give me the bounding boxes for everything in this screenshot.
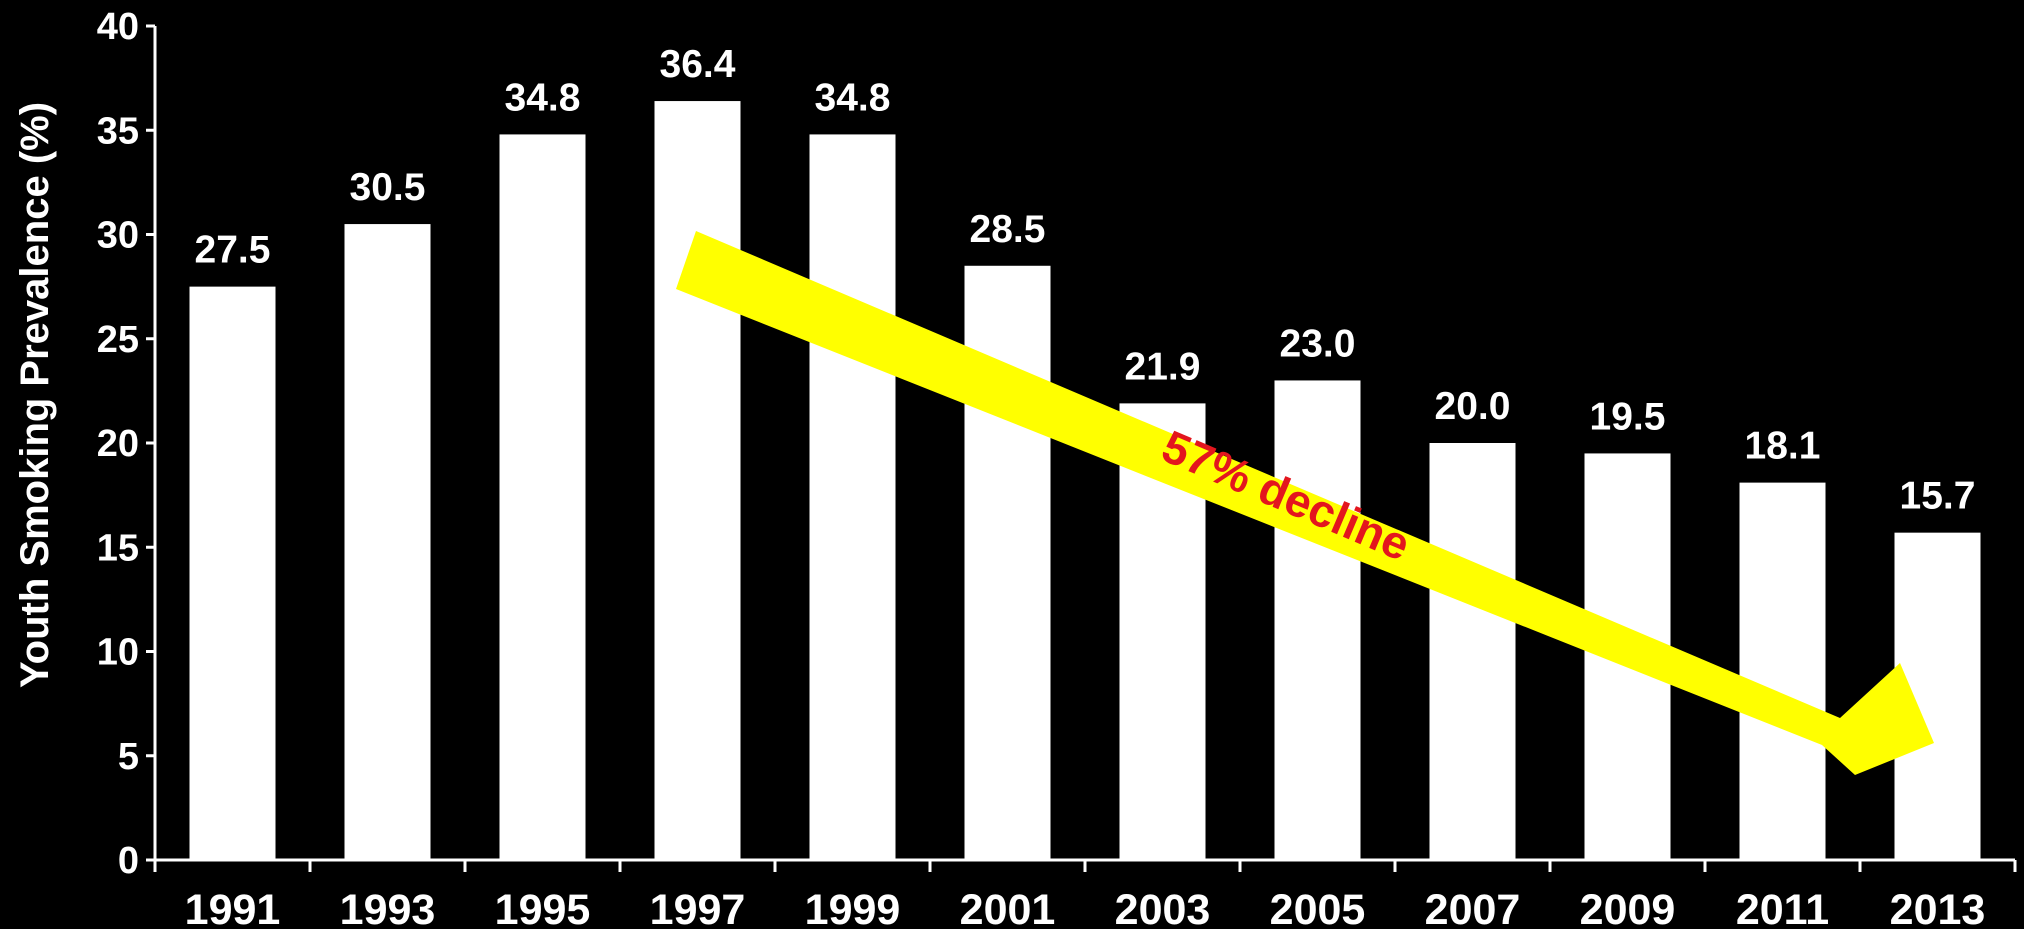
data-label-2007: 20.0 [1435, 385, 1511, 428]
data-label-2001: 28.5 [970, 208, 1046, 251]
y-tick-label: 0 [118, 840, 139, 882]
bars-group: 27.5 30.5 34.8 36.4 34.8 28.5 21.9 23.0 20.0 19.5… [189, 43, 1981, 861]
x-axis: 1991 1993 1995 1997 1999 2001 2003 2005 2007 2009… [153, 858, 2017, 929]
bar-2007 [1429, 443, 1516, 860]
y-tick-label: 30 [97, 215, 139, 257]
y-tick-label: 25 [97, 319, 139, 361]
x-tick-label-2001: 2001 [960, 886, 1056, 929]
bar-1993 [344, 224, 431, 860]
x-tick-label-1995: 1995 [495, 886, 591, 929]
x-tick-label-1997: 1997 [650, 886, 746, 929]
data-label-1993: 30.5 [350, 166, 426, 209]
x-tick-label-2013: 2013 [1890, 886, 1986, 929]
bar-2005 [1274, 380, 1361, 860]
data-label-1997: 36.4 [660, 43, 736, 86]
y-tick-label: 15 [97, 527, 139, 569]
data-label-2011: 18.1 [1745, 425, 1821, 468]
data-label-1995: 34.8 [505, 76, 581, 119]
y-tick-label: 35 [97, 110, 139, 152]
y-tick-label: 5 [118, 736, 139, 778]
data-label-1999: 34.8 [815, 76, 891, 119]
x-tick-label-1999: 1999 [805, 886, 901, 929]
trend-arrow [676, 231, 1934, 775]
y-tick-label: 20 [97, 423, 139, 465]
data-label-2009: 19.5 [1590, 395, 1666, 438]
data-label-2003: 21.9 [1125, 345, 1201, 388]
bar-1997 [654, 101, 741, 860]
bar-1995 [499, 134, 586, 861]
x-tick-label-1991: 1991 [185, 886, 281, 929]
x-tick-label-2007: 2007 [1425, 886, 1521, 929]
data-label-2005: 23.0 [1280, 322, 1356, 365]
bar-1999 [809, 134, 896, 861]
bar-1991 [189, 286, 276, 860]
data-label-1991: 27.5 [195, 229, 271, 272]
y-tick-label: 10 [97, 632, 139, 674]
data-label-2013: 15.7 [1900, 475, 1976, 518]
x-tick-label-2005: 2005 [1270, 886, 1366, 929]
bar-2011 [1739, 482, 1826, 860]
x-tick-label-1993: 1993 [340, 886, 436, 929]
y-axis-label: Youth Smoking Prevalence (%) [13, 102, 57, 688]
x-tick-label-2003: 2003 [1115, 886, 1211, 929]
y-axis: 0 5 10 15 20 25 30 35 40 [97, 6, 157, 882]
y-tick-label: 40 [97, 6, 139, 48]
x-tick-label-2011: 2011 [1736, 886, 1829, 929]
x-tick-label-2009: 2009 [1580, 886, 1676, 929]
